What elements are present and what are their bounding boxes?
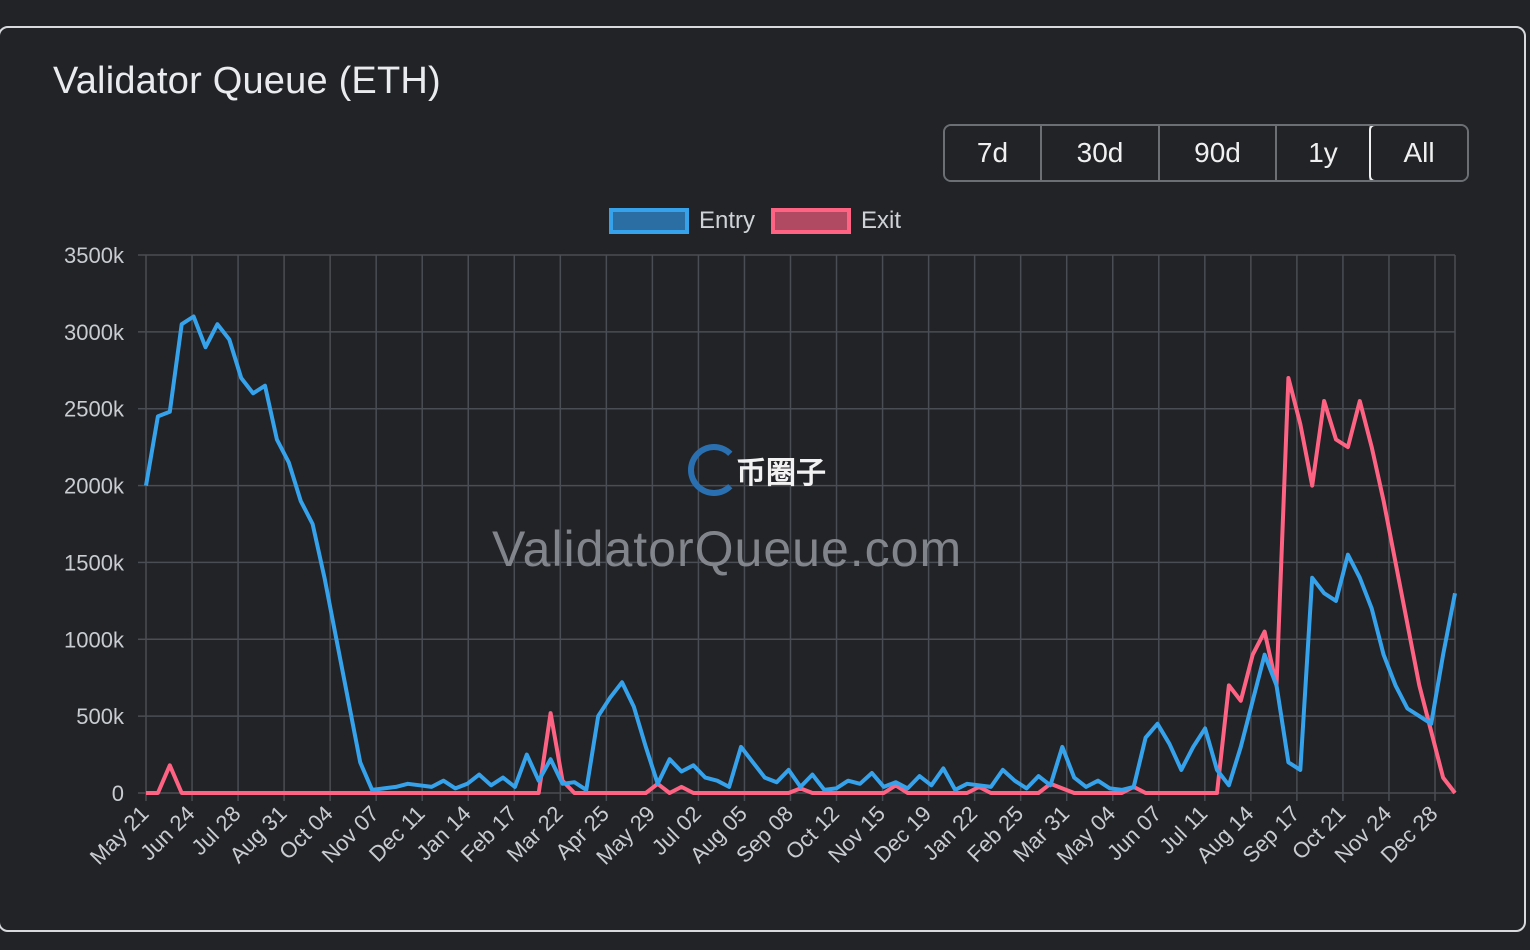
y-tick-label: 3000k: [64, 320, 125, 345]
y-tick-label: 2000k: [64, 474, 125, 499]
legend-swatch-entry: [609, 208, 689, 234]
legend-label-entry: Entry: [699, 207, 756, 234]
legend-item-entry[interactable]: Entry: [609, 207, 755, 235]
y-tick-label: 0: [112, 781, 124, 806]
logo-text: 币圈子: [736, 457, 826, 490]
logo-mark-icon: [688, 444, 740, 496]
range-all-button[interactable]: All: [1369, 126, 1467, 180]
page-title: Validator Queue (ETH): [53, 60, 441, 102]
watermark-site: ValidatorQueue.com: [492, 521, 963, 577]
range-7d-button[interactable]: 7d: [945, 126, 1042, 180]
range-30d-button[interactable]: 30d: [1042, 126, 1160, 180]
x-tick-label: May 21: [85, 801, 154, 870]
range-90d-button[interactable]: 90d: [1160, 126, 1277, 180]
legend-label-exit: Exit: [861, 207, 902, 234]
legend-item-exit[interactable]: Exit: [771, 207, 901, 235]
series-line-exit: [146, 376, 1457, 795]
range-selector: 7d 30d 90d 1y All: [943, 124, 1469, 182]
series-line-entry: [144, 314, 1457, 792]
y-tick-label: 500k: [76, 704, 125, 729]
chart-legend: Entry Exit: [609, 207, 917, 235]
y-tick-label: 2500k: [64, 397, 125, 422]
legend-swatch-exit: [771, 208, 852, 234]
y-tick-label: 3500k: [64, 243, 125, 268]
y-tick-label: 1000k: [64, 627, 125, 652]
watermark-logo: 币圈子: [688, 444, 826, 496]
y-tick-label: 1500k: [64, 550, 125, 575]
